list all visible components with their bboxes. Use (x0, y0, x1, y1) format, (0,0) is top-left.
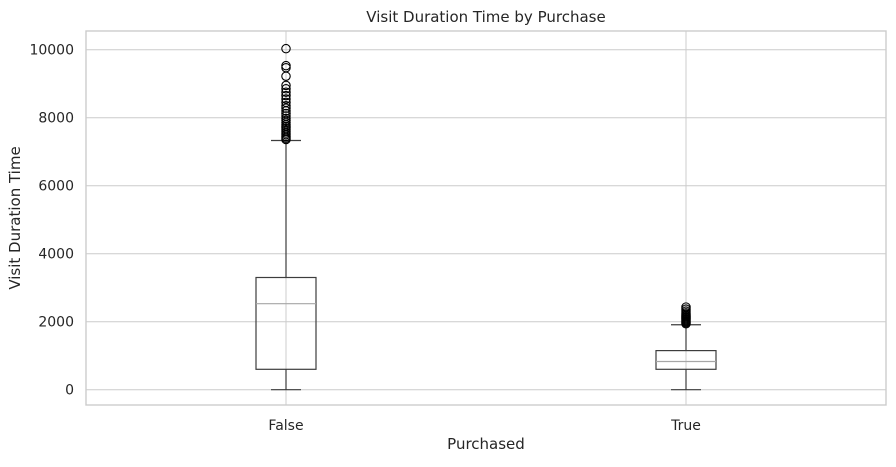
axes-frame (85, 30, 887, 406)
outlier-point (281, 103, 291, 113)
outlier-point (281, 108, 291, 119)
outlier-point (281, 80, 291, 91)
outlier-point (281, 113, 291, 124)
outlier-point (281, 94, 291, 104)
chart-title: Visit Duration Time by Purchase (366, 8, 605, 26)
y-tick-label: 10000 (29, 43, 74, 59)
y-tick-label: 6000 (38, 179, 74, 195)
y-tick-label: 0 (65, 383, 74, 399)
outlier-point (281, 87, 291, 97)
outlier-point (281, 111, 291, 121)
y-axis-label: Visit Duration Time (6, 146, 24, 289)
plot-background (86, 31, 886, 405)
x-tick-label: True (670, 418, 701, 434)
x-tick-label: False (268, 418, 303, 434)
outlier-point (281, 90, 291, 101)
outlier-point (681, 302, 691, 312)
y-tick-label: 4000 (38, 247, 74, 263)
outlier-point (281, 43, 291, 54)
outlier-point (281, 101, 291, 111)
outlier-point (281, 97, 291, 108)
outlier-point (281, 84, 291, 94)
box-iqr (655, 350, 717, 370)
outlier-point (281, 60, 291, 71)
y-tick-label: 8000 (38, 111, 74, 127)
plot-area: 0 2000 4000 6000 8000 10000 False True (29, 30, 887, 434)
y-tick-label: 2000 (38, 315, 74, 331)
box-iqr (255, 276, 317, 370)
x-axis-label: Purchased (447, 435, 525, 453)
